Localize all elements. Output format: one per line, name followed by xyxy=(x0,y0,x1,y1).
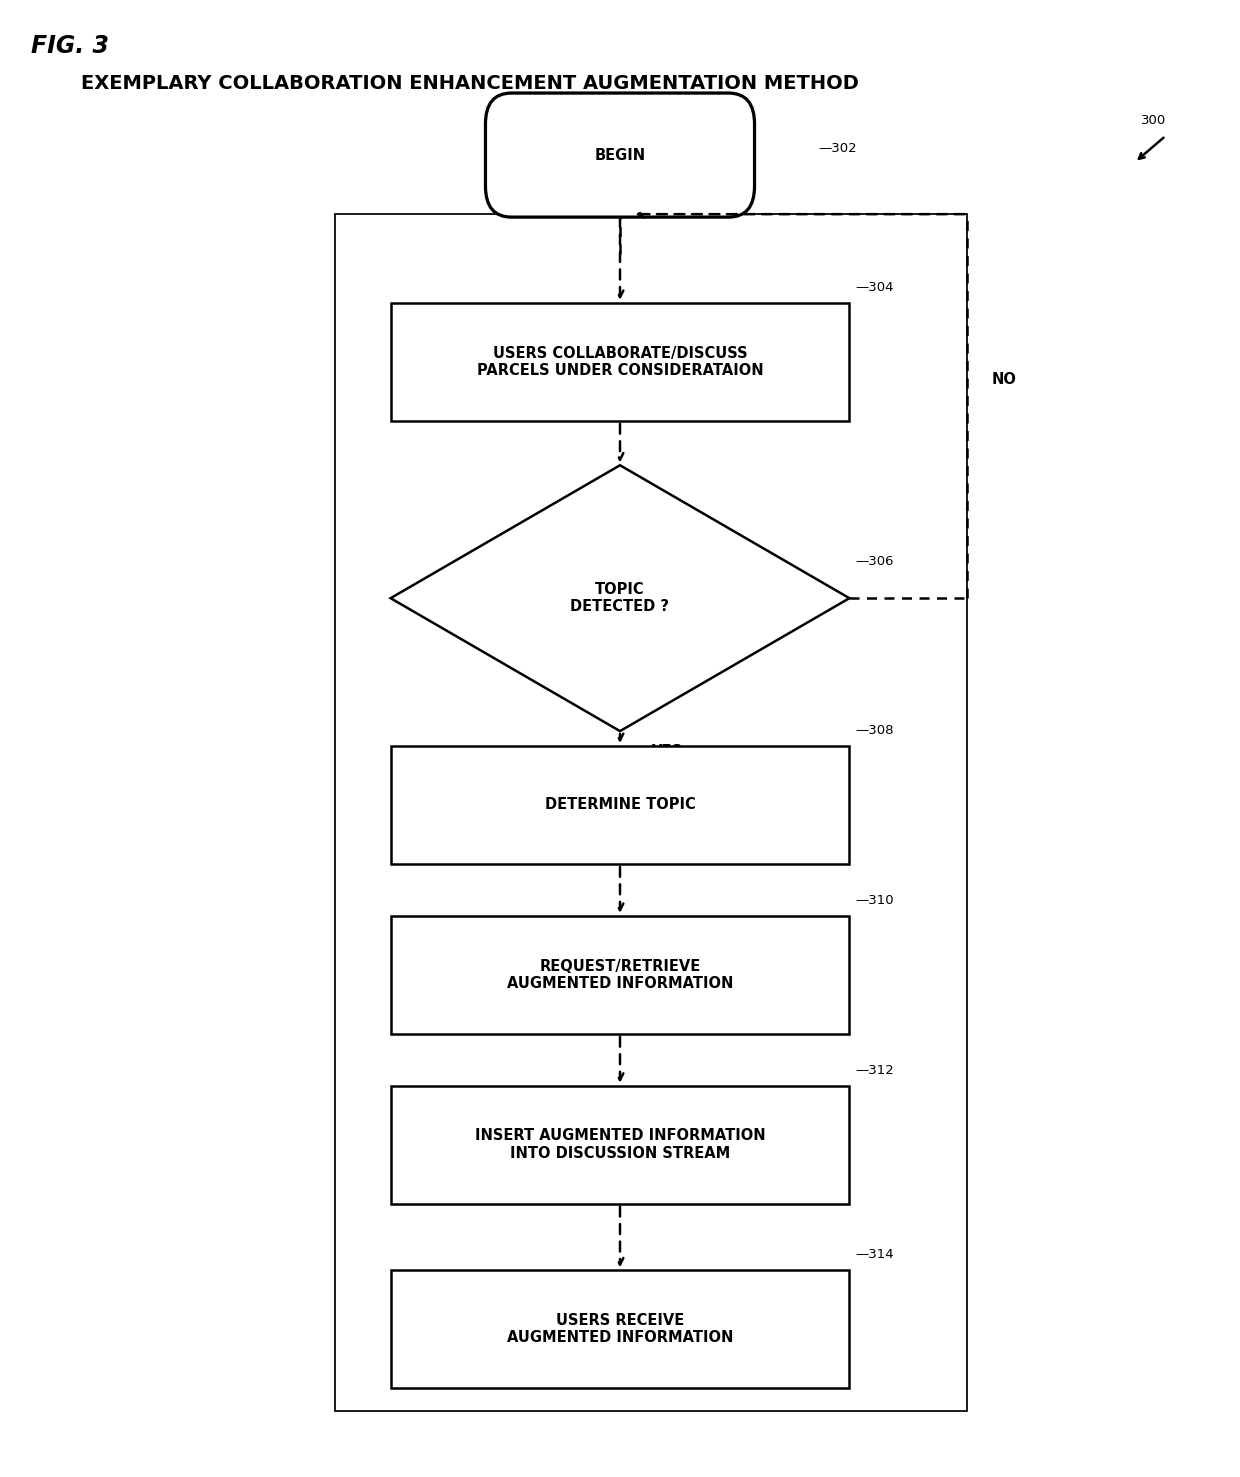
Text: BEGIN: BEGIN xyxy=(594,148,646,162)
Text: YES: YES xyxy=(651,744,682,759)
Text: —304: —304 xyxy=(856,281,894,294)
Bar xyxy=(391,746,849,864)
Text: —312: —312 xyxy=(856,1063,894,1077)
Text: 300: 300 xyxy=(1141,114,1166,127)
Bar xyxy=(391,1086,849,1204)
FancyBboxPatch shape xyxy=(485,93,754,217)
Text: —302: —302 xyxy=(818,142,857,155)
Text: USERS RECEIVE
AUGMENTED INFORMATION: USERS RECEIVE AUGMENTED INFORMATION xyxy=(507,1313,733,1346)
Text: TOPIC
DETECTED ?: TOPIC DETECTED ? xyxy=(570,582,670,614)
Text: EXEMPLARY COLLABORATION ENHANCEMENT AUGMENTATION METHOD: EXEMPLARY COLLABORATION ENHANCEMENT AUGM… xyxy=(81,74,858,93)
Text: USERS COLLABORATE/DISCUSS
PARCELS UNDER CONSIDERATAION: USERS COLLABORATE/DISCUSS PARCELS UNDER … xyxy=(476,346,764,378)
Text: INSERT AUGMENTED INFORMATION
INTO DISCUSSION STREAM: INSERT AUGMENTED INFORMATION INTO DISCUS… xyxy=(475,1128,765,1161)
Text: —306: —306 xyxy=(856,555,894,569)
Bar xyxy=(335,214,967,1411)
Bar xyxy=(391,916,849,1034)
Text: —310: —310 xyxy=(856,894,894,907)
Text: FIG. 3: FIG. 3 xyxy=(31,34,109,58)
Text: DETERMINE TOPIC: DETERMINE TOPIC xyxy=(544,798,696,812)
Bar xyxy=(391,303,849,421)
Text: NO: NO xyxy=(992,372,1017,387)
Text: —308: —308 xyxy=(856,724,894,737)
Text: REQUEST/RETRIEVE
AUGMENTED INFORMATION: REQUEST/RETRIEVE AUGMENTED INFORMATION xyxy=(507,959,733,991)
Polygon shape xyxy=(391,465,849,731)
Bar xyxy=(391,1270,849,1388)
Text: —314: —314 xyxy=(856,1248,894,1261)
